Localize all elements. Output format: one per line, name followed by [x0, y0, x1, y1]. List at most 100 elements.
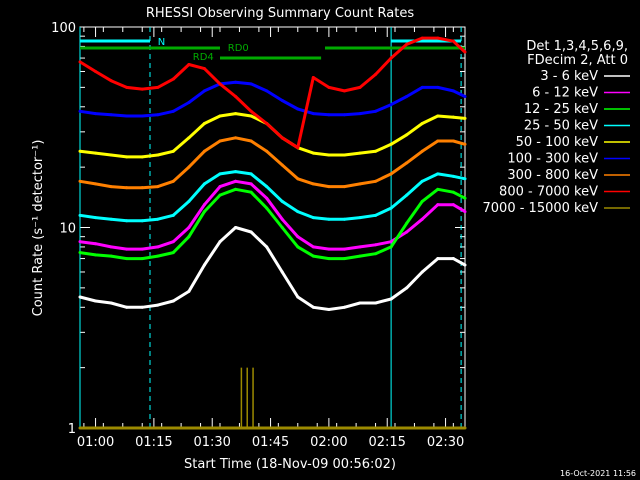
data-point: [109, 113, 113, 117]
data-point: [78, 251, 82, 255]
data-point: [218, 426, 222, 430]
data-point: [358, 151, 362, 155]
data-point: [218, 185, 222, 189]
data-point: [265, 149, 269, 153]
data-point: [280, 199, 284, 203]
data-point: [342, 185, 346, 189]
data-point: [187, 289, 191, 293]
data-point: [463, 177, 467, 181]
y-tick-label: 10: [59, 222, 76, 237]
data-point: [296, 295, 300, 299]
data-point: [218, 193, 222, 197]
data-point: [374, 213, 378, 217]
data-point: [94, 112, 98, 116]
data-point: [202, 182, 206, 186]
data-point: [463, 95, 467, 99]
night-label: N: [158, 37, 165, 48]
chart-title: RHESSI Observing Summary Count Rates: [146, 6, 415, 21]
data-point: [171, 213, 175, 217]
data-point: [249, 172, 253, 176]
data-point: [78, 240, 82, 244]
data-point: [140, 155, 144, 159]
data-point: [156, 254, 160, 258]
data-point: [249, 139, 253, 143]
x-tick-label: 01:30: [193, 435, 230, 450]
data-point: [463, 426, 467, 430]
data-point: [296, 177, 300, 181]
data-point: [202, 89, 206, 93]
data-point: [202, 426, 206, 430]
data-point: [187, 426, 191, 430]
data-point: [420, 179, 424, 183]
data-point: [218, 139, 222, 143]
data-point: [78, 295, 82, 299]
data-point: [374, 243, 378, 247]
data-point: [358, 216, 362, 220]
data-point: [451, 426, 455, 430]
data-point: [405, 193, 409, 197]
data-point: [296, 210, 300, 214]
data-point: [342, 113, 346, 117]
data-point: [265, 245, 269, 249]
data-point: [296, 235, 300, 239]
data-point: [234, 80, 238, 84]
data-point: [94, 426, 98, 430]
data-point: [249, 109, 253, 113]
data-point: [140, 87, 144, 91]
data-point: [374, 252, 378, 256]
data-point: [109, 254, 113, 258]
data-point: [218, 240, 222, 244]
data-point: [265, 206, 269, 210]
data-point: [78, 149, 82, 153]
data-point: [265, 426, 269, 430]
data-point: [218, 82, 222, 86]
data-point: [140, 186, 144, 190]
data-point: [171, 299, 175, 303]
data-point: [249, 426, 253, 430]
data-point: [171, 149, 175, 153]
data-point: [389, 103, 393, 107]
data-point: [327, 426, 331, 430]
data-point: [296, 245, 300, 249]
rd0-label: RD0: [228, 43, 249, 54]
data-point: [463, 50, 467, 54]
x-axis-label: Start Time (18-Nov-09 00:56:02): [184, 457, 396, 472]
data-point: [405, 42, 409, 46]
data-point: [451, 39, 455, 43]
data-point: [420, 199, 424, 203]
y-tick-label: 100: [51, 21, 76, 36]
y-axis-label: Count Rate (s⁻¹ detector⁻¹): [31, 140, 46, 317]
data-point: [463, 116, 467, 120]
data-point: [109, 301, 113, 305]
data-point: [405, 133, 409, 137]
data-point: [234, 179, 238, 183]
data-point: [171, 240, 175, 244]
data-point: [156, 217, 160, 221]
data-point: [234, 426, 238, 430]
data-point: [125, 247, 129, 251]
data-point: [109, 426, 113, 430]
data-point: [463, 142, 467, 146]
data-point: [156, 85, 160, 89]
data-point: [234, 112, 238, 116]
data-point: [405, 221, 409, 225]
data-point: [420, 122, 424, 126]
data-point: [187, 235, 191, 239]
data-point: [451, 139, 455, 143]
data-point: [140, 247, 144, 251]
data-point: [140, 114, 144, 118]
data-point: [358, 301, 362, 305]
data-point: [358, 182, 362, 186]
series-line-6: [79, 80, 466, 118]
data-point: [202, 149, 206, 153]
data-point: [436, 139, 440, 143]
x-tick-label: 02:15: [368, 435, 405, 450]
data-point: [405, 426, 409, 430]
data-point: [358, 254, 362, 258]
data-point: [389, 56, 393, 60]
x-tick-label: 02:00: [310, 435, 347, 450]
rd4-label: RD4: [193, 52, 214, 63]
legend-label-1: 3 - 6 keV: [540, 69, 598, 84]
data-point: [436, 426, 440, 430]
data-point: [171, 109, 175, 113]
